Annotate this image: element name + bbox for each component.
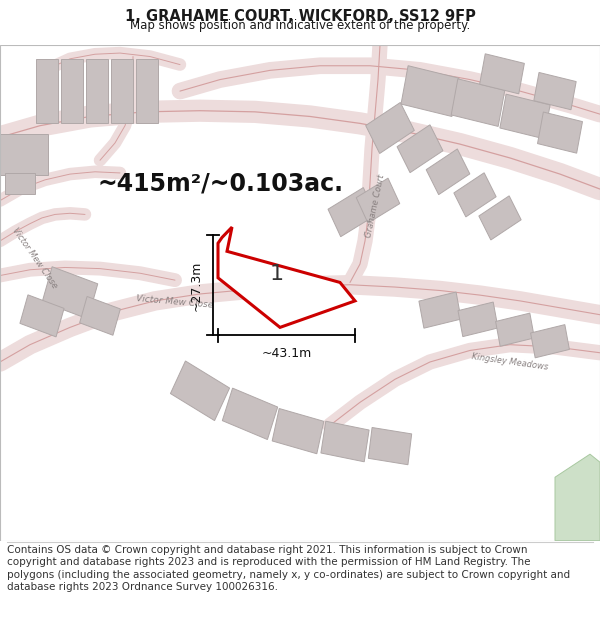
Polygon shape xyxy=(5,173,35,194)
Text: ~415m²/~0.103ac.: ~415m²/~0.103ac. xyxy=(97,171,343,196)
Polygon shape xyxy=(170,361,230,421)
Polygon shape xyxy=(80,296,121,335)
Text: Map shows position and indicative extent of the property.: Map shows position and indicative extent… xyxy=(130,19,470,32)
Polygon shape xyxy=(20,295,64,337)
Text: 1: 1 xyxy=(269,264,284,284)
Polygon shape xyxy=(555,454,600,541)
Polygon shape xyxy=(454,173,496,217)
Polygon shape xyxy=(479,196,521,240)
Polygon shape xyxy=(86,59,108,122)
Polygon shape xyxy=(530,324,569,358)
Text: Grahame Court: Grahame Court xyxy=(364,174,386,239)
Polygon shape xyxy=(401,66,459,116)
Polygon shape xyxy=(36,59,58,122)
Polygon shape xyxy=(426,149,470,194)
Polygon shape xyxy=(223,388,278,439)
Polygon shape xyxy=(365,102,415,154)
Polygon shape xyxy=(397,125,443,172)
Polygon shape xyxy=(479,54,524,94)
Polygon shape xyxy=(61,59,83,122)
Polygon shape xyxy=(321,421,369,462)
Polygon shape xyxy=(42,267,98,319)
Polygon shape xyxy=(136,59,158,122)
Polygon shape xyxy=(356,178,400,223)
Text: 1, GRAHAME COURT, WICKFORD, SS12 9FP: 1, GRAHAME COURT, WICKFORD, SS12 9FP xyxy=(125,9,475,24)
Polygon shape xyxy=(538,112,583,153)
Text: ~27.3m: ~27.3m xyxy=(190,260,203,311)
Polygon shape xyxy=(534,72,576,110)
Text: Victor Mew Close: Victor Mew Close xyxy=(11,226,59,290)
Polygon shape xyxy=(328,188,376,237)
Polygon shape xyxy=(218,227,355,328)
Text: ~43.1m: ~43.1m xyxy=(262,347,311,360)
Text: Contains OS data © Crown copyright and database right 2021. This information is : Contains OS data © Crown copyright and d… xyxy=(7,545,571,592)
Polygon shape xyxy=(368,428,412,465)
Text: Victor Mew Close: Victor Mew Close xyxy=(136,294,214,310)
Polygon shape xyxy=(496,313,535,346)
Polygon shape xyxy=(111,59,133,122)
Polygon shape xyxy=(458,302,498,337)
Text: Kingsley Meadows: Kingsley Meadows xyxy=(471,352,549,372)
Polygon shape xyxy=(500,94,550,139)
Polygon shape xyxy=(0,134,47,174)
Bar xyxy=(0,45,600,541)
Polygon shape xyxy=(272,409,324,454)
Polygon shape xyxy=(419,292,461,328)
Polygon shape xyxy=(451,79,505,126)
